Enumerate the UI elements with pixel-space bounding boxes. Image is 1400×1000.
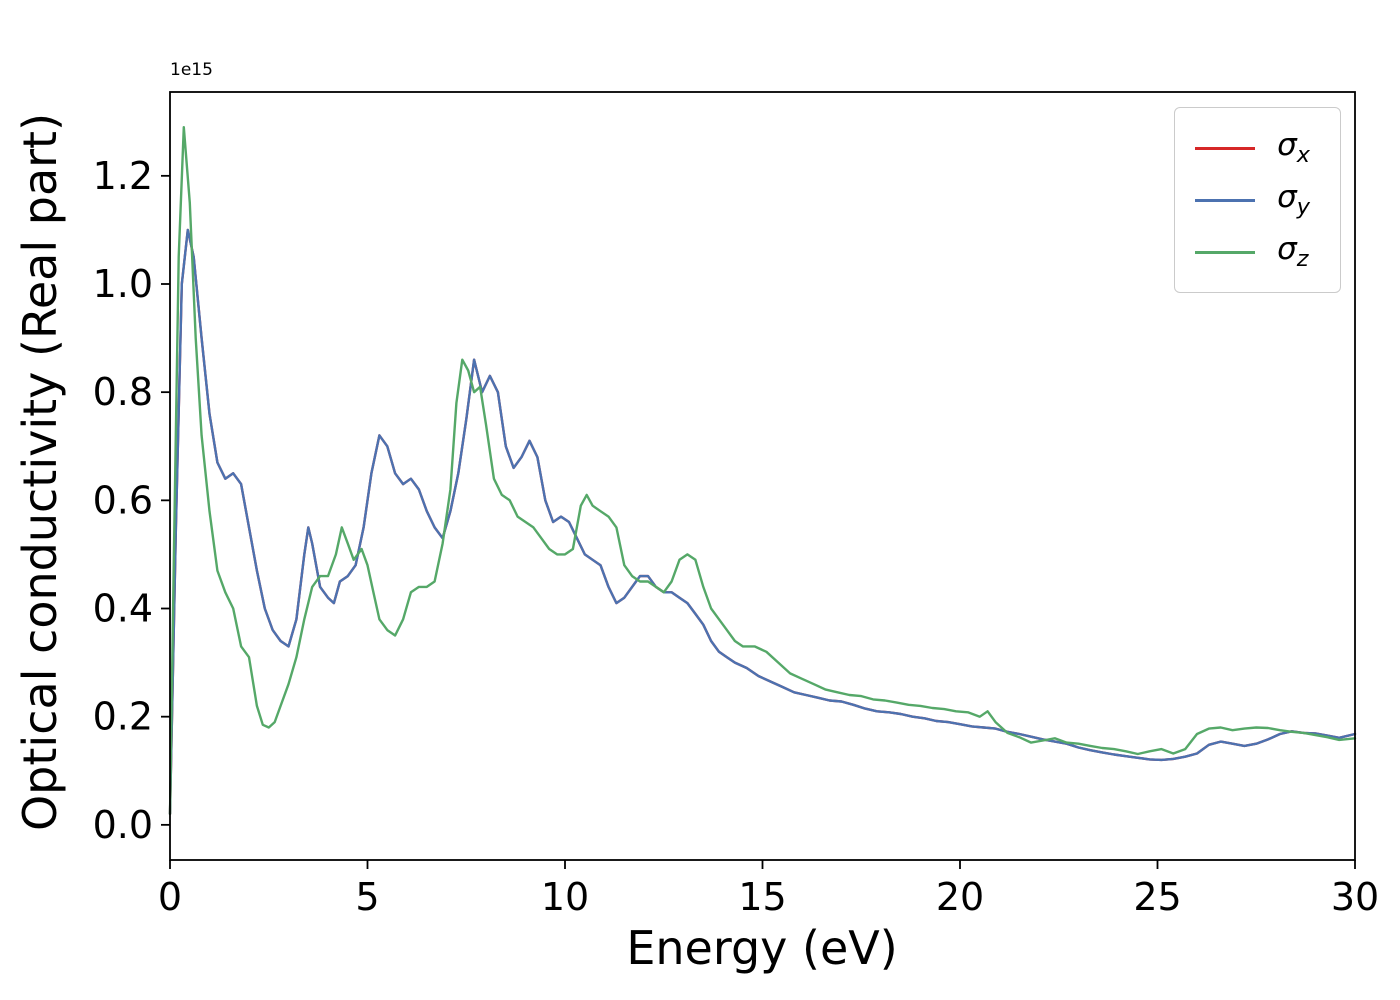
- x-tick-label: 30: [1331, 875, 1379, 919]
- x-axis-label: Energy (eV): [626, 921, 898, 975]
- legend-line-sigma-z: [1195, 250, 1256, 254]
- sigma-symbol: σ: [1277, 126, 1297, 163]
- y-tick-label: 0.2: [93, 695, 153, 739]
- legend: σx σy σz: [1174, 107, 1341, 293]
- sigma-subscript: z: [1296, 245, 1309, 272]
- y-tick-label: 1.0: [93, 262, 153, 306]
- x-tick-label: 5: [355, 875, 379, 919]
- legend-line-sigma-x: [1195, 146, 1256, 150]
- y-tick-label: 0.4: [93, 587, 153, 631]
- series-line-sigma_y: [168, 228, 1357, 816]
- sigma-subscript: x: [1296, 141, 1310, 168]
- x-tick-label: 0: [158, 875, 182, 919]
- x-tick-label: 15: [738, 875, 786, 919]
- legend-label-sigma-z: σz: [1277, 230, 1309, 272]
- y-axis-label: Optical conductivity (Real part): [13, 112, 67, 832]
- series-line-sigma_x: [168, 228, 1357, 816]
- sigma-subscript: y: [1296, 193, 1310, 220]
- y-tick-label: 0.6: [93, 478, 153, 522]
- x-tick-label: 20: [936, 875, 984, 919]
- legend-item-sigma-z: σz: [1195, 226, 1310, 278]
- legend-item-sigma-y: σy: [1195, 174, 1310, 226]
- y-tick-label: 0.0: [93, 803, 153, 847]
- legend-line-sigma-y: [1195, 198, 1256, 202]
- legend-item-sigma-x: σx: [1195, 122, 1310, 174]
- y-tick-label: 0.8: [93, 370, 153, 414]
- sigma-symbol: σ: [1277, 230, 1297, 267]
- series-line-sigma_z: [168, 125, 1357, 816]
- x-tick-label: 10: [541, 875, 589, 919]
- y-axis-offset-text: 1e15: [170, 60, 213, 80]
- sigma-symbol: σ: [1277, 178, 1297, 215]
- y-tick-label: 1.2: [93, 154, 153, 198]
- legend-label-sigma-y: σy: [1277, 178, 1310, 220]
- x-tick-label: 25: [1133, 875, 1181, 919]
- legend-label-sigma-x: σx: [1277, 126, 1310, 168]
